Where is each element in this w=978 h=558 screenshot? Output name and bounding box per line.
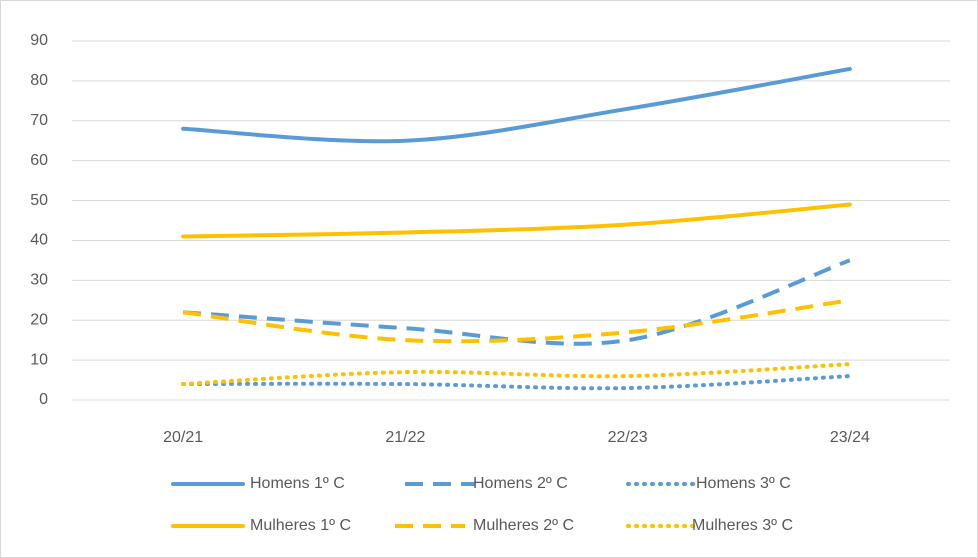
series-line (181, 66, 852, 144)
legend-label: Mulheres 2º C (473, 517, 574, 534)
legend-label: Mulheres 1º C (250, 517, 351, 534)
y-tick-label: 40 (30, 232, 48, 249)
y-tick-label: 90 (30, 32, 48, 49)
y-tick-label: 80 (30, 72, 48, 89)
y-tick-label: 10 (30, 351, 48, 368)
legend-label: Homens 3º C (696, 475, 791, 492)
legend-label: Mulheres 3º C (692, 517, 793, 534)
x-tick-label: 22/23 (608, 429, 648, 446)
y-tick-label: 0 (39, 391, 48, 408)
x-tick-label: 21/22 (385, 429, 425, 446)
series-line (181, 202, 852, 239)
legend-label: Homens 2º C (473, 475, 568, 492)
legend-label: Homens 1º C (250, 475, 345, 492)
x-tick-label: 23/24 (830, 429, 870, 446)
y-tick-label: 70 (30, 112, 48, 129)
y-tick-label: 50 (30, 192, 48, 209)
series-line (182, 298, 851, 344)
series-line (181, 362, 852, 387)
y-tick-label: 30 (30, 272, 48, 289)
series-line (181, 374, 852, 391)
x-tick-label: 20/21 (163, 429, 203, 446)
y-tick-label: 20 (30, 311, 48, 328)
y-tick-label: 60 (30, 152, 48, 169)
